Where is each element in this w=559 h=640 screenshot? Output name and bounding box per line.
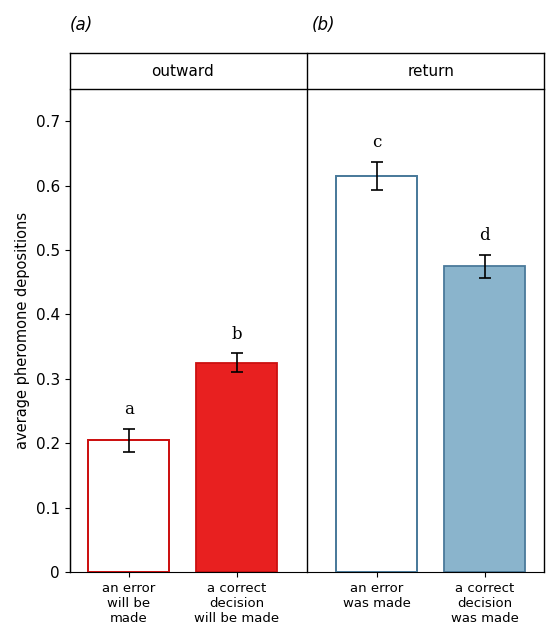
Text: (a): (a) xyxy=(69,16,93,34)
Bar xyxy=(88,440,169,572)
Y-axis label: average pheromone depositions: average pheromone depositions xyxy=(15,212,30,449)
Bar xyxy=(196,363,277,572)
Text: b: b xyxy=(231,326,242,343)
Bar xyxy=(444,266,525,572)
Text: a: a xyxy=(124,401,134,418)
Bar xyxy=(88,440,169,572)
Text: outward: outward xyxy=(151,63,214,79)
Bar xyxy=(337,176,418,572)
Text: return: return xyxy=(408,63,454,79)
Text: d: d xyxy=(480,227,490,244)
Bar xyxy=(88,440,169,572)
Text: c: c xyxy=(372,134,382,152)
Bar xyxy=(337,176,418,572)
Bar xyxy=(337,176,418,572)
Text: (b): (b) xyxy=(312,16,335,34)
